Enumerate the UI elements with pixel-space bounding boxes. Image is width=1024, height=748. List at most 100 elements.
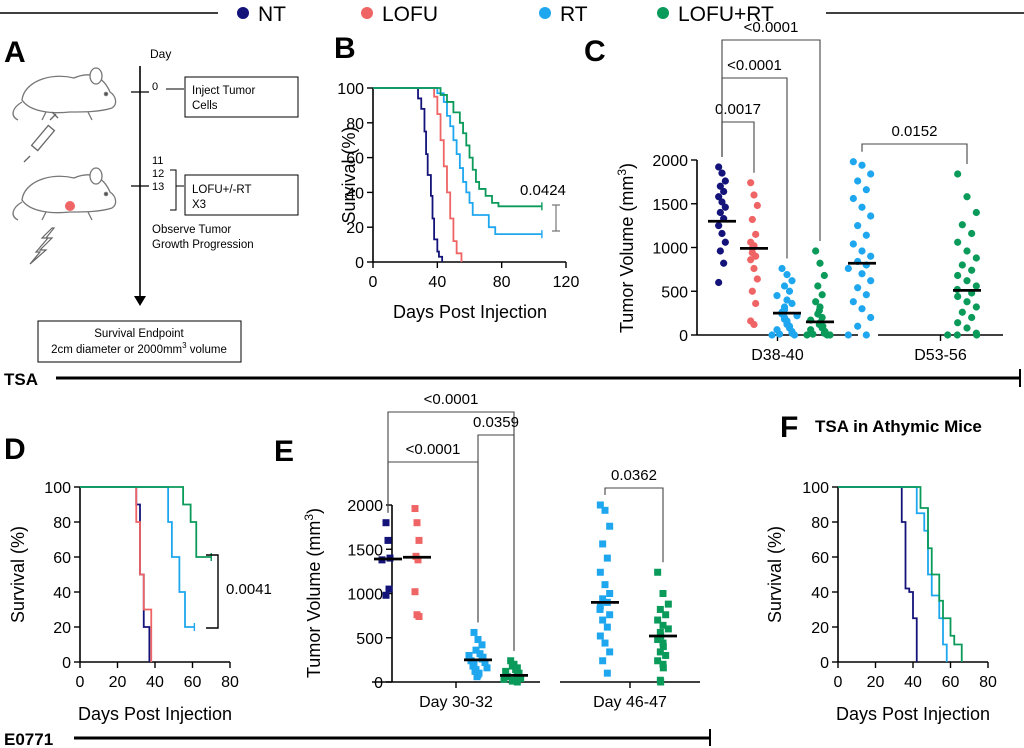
series-line-lofu [373,87,463,262]
panel-f-letter: F [780,411,798,444]
data-point-rt [773,292,781,300]
y-tick-label: 60 [53,550,71,567]
endpoint-tail: volume [187,344,227,356]
data-point-nt [716,182,724,190]
data-point-lofu-rt [662,611,670,619]
y-tick-label: 20 [346,220,364,237]
data-point-lofu-rt [659,590,667,597]
syringe-icon [23,111,59,163]
x-tick-label: 0 [834,674,843,691]
data-point-lofu-rt [502,667,510,675]
timeline-arrow-icon [134,296,146,306]
data-point-rt [465,651,473,659]
data-point-lofu-rt [654,616,662,624]
series-line-lofu-rt [80,486,212,558]
y-axis-label: Survival (%) [8,526,28,623]
data-point-rt [858,247,866,255]
data-point-rt [596,501,604,509]
panel-b-letter: B [334,32,356,65]
data-point-lofu-rt [963,277,971,285]
panel-d-letter: D [4,433,26,466]
data-point-rt [483,664,491,672]
data-point-lofu-rt [654,636,662,644]
data-point-lofu-rt [812,298,820,306]
data-point-rt [471,667,479,675]
data-point-lofu [752,230,760,238]
data-point-rt [596,568,604,576]
data-point-lofu-rt [659,639,667,647]
data-point-lofu-rt [954,292,962,301]
p-value-label: 0.0424 [520,182,566,199]
data-point-nt [718,169,726,177]
data-point-lofu [748,287,756,295]
data-point-nt [382,519,390,527]
data-point-rt [780,282,789,290]
series-line-lofu-rt [838,486,963,662]
day-11-label: 11 [152,155,163,167]
y-axis-label: Tumor Volume (mm3) [615,163,637,333]
y-axis-label-close: ) [304,508,324,514]
x-tick-label: 0 [76,674,85,691]
data-point-lofu [411,505,419,513]
data-point-lofu-rt [654,657,662,665]
comparison-bracket [721,121,755,173]
legend-marker-rt [539,7,551,19]
data-point-rt [849,194,857,203]
y-tick-label: 20 [811,620,829,637]
data-point-nt [715,163,723,171]
endpoint-line-2: 2cm diameter or 2000mm3 volume [51,341,227,356]
data-point-rt [785,287,794,295]
day-12-label: 12 [152,168,164,180]
data-point-lofu-rt [954,319,962,327]
data-point-nt [715,222,723,230]
y-tick-label: 40 [53,585,71,602]
mouse-illustration [12,167,117,221]
x-tick-label: 20 [109,674,127,691]
data-point-rt [768,331,776,339]
category-label: Day 46-47 [593,694,667,711]
data-point-rt [854,322,862,330]
comparison-bracket [387,461,479,623]
day-zero-label: 0 [152,81,158,93]
data-point-nt [718,198,726,206]
y-axis-label-superscript: 3 [302,514,316,521]
series-line-rt [838,486,948,662]
data-point-lofu-rt [954,238,962,246]
data-point-rt [474,636,482,644]
data-point-rt [606,611,614,619]
data-point-rt [858,270,866,278]
comparison-bracket [477,434,515,651]
data-point-lofu-rt [968,229,976,238]
inject-box [184,76,299,118]
data-point-rt [849,158,857,166]
data-point-lofu-rt [814,282,822,290]
data-point-rt [778,264,786,273]
data-point-lofu-rt [972,254,980,262]
y-axis-label: Tumor Volume (mm3) [302,508,324,678]
data-point-lofu-rt [968,313,976,322]
y-tick-label: 2000 [347,498,383,515]
data-point-rt [854,284,862,292]
p-value-label: <0.0001 [424,391,479,408]
data-point-rt [862,331,870,339]
data-point-rt [844,264,852,273]
data-point-lofu-rt [656,648,664,656]
panel-c-letter: C [584,35,606,68]
p-value-label: 0.0041 [226,581,272,598]
data-point-rt [783,271,791,279]
endpoint-text: 2cm diameter or 2000mm [51,344,182,356]
x-axis-label: Days Post Injection [836,704,990,724]
data-point-lofu-rt [507,657,515,665]
data-point-lofu-rt [517,674,525,682]
data-point-rt [867,277,875,285]
data-point-lofu-rt [664,600,672,608]
x-tick-label: 40 [146,674,164,691]
y-axis-label-text: Tumor Volume (mm [617,176,637,333]
significance-bracket [206,554,219,629]
data-point-lofu-rt [659,621,667,629]
p-value-label: 0.0017 [715,101,761,118]
data-point-rt [601,506,609,514]
data-point-lofu-rt [972,282,980,290]
x-tick-label: 80 [979,674,997,691]
p-value-label: <0.0001 [406,441,461,458]
